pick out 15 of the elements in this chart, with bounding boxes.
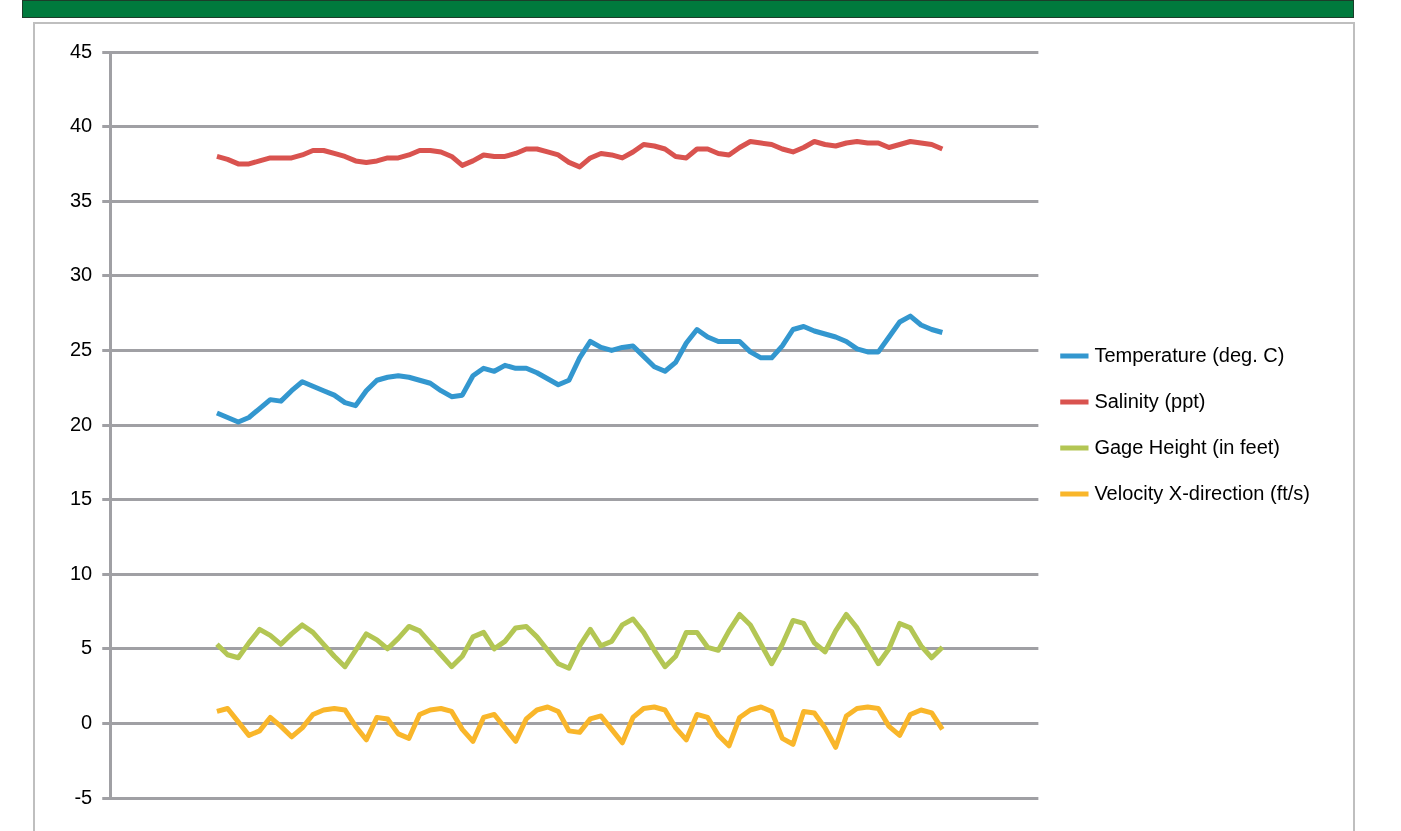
- legend-label: Gage Height (in feet): [1094, 435, 1281, 458]
- y-tick-label: 0: [81, 710, 93, 733]
- y-tick-label: -5: [74, 785, 93, 808]
- legend-label: Velocity X-direction (ft/s): [1094, 481, 1310, 504]
- y-tick-label: 25: [70, 337, 93, 360]
- y-tick-label: 45: [70, 39, 93, 62]
- legend-label: Salinity (ppt): [1094, 389, 1206, 412]
- y-tick-label: 20: [70, 412, 93, 435]
- y-tick-label: 35: [70, 188, 93, 211]
- y-tick-label: 5: [81, 636, 93, 659]
- y-tick-label: 30: [70, 263, 93, 286]
- y-tick-label: 15: [70, 487, 93, 510]
- legend-label: Temperature (deg. C): [1094, 343, 1285, 366]
- y-tick-label: 10: [70, 561, 93, 584]
- y-tick-label: 40: [70, 114, 93, 137]
